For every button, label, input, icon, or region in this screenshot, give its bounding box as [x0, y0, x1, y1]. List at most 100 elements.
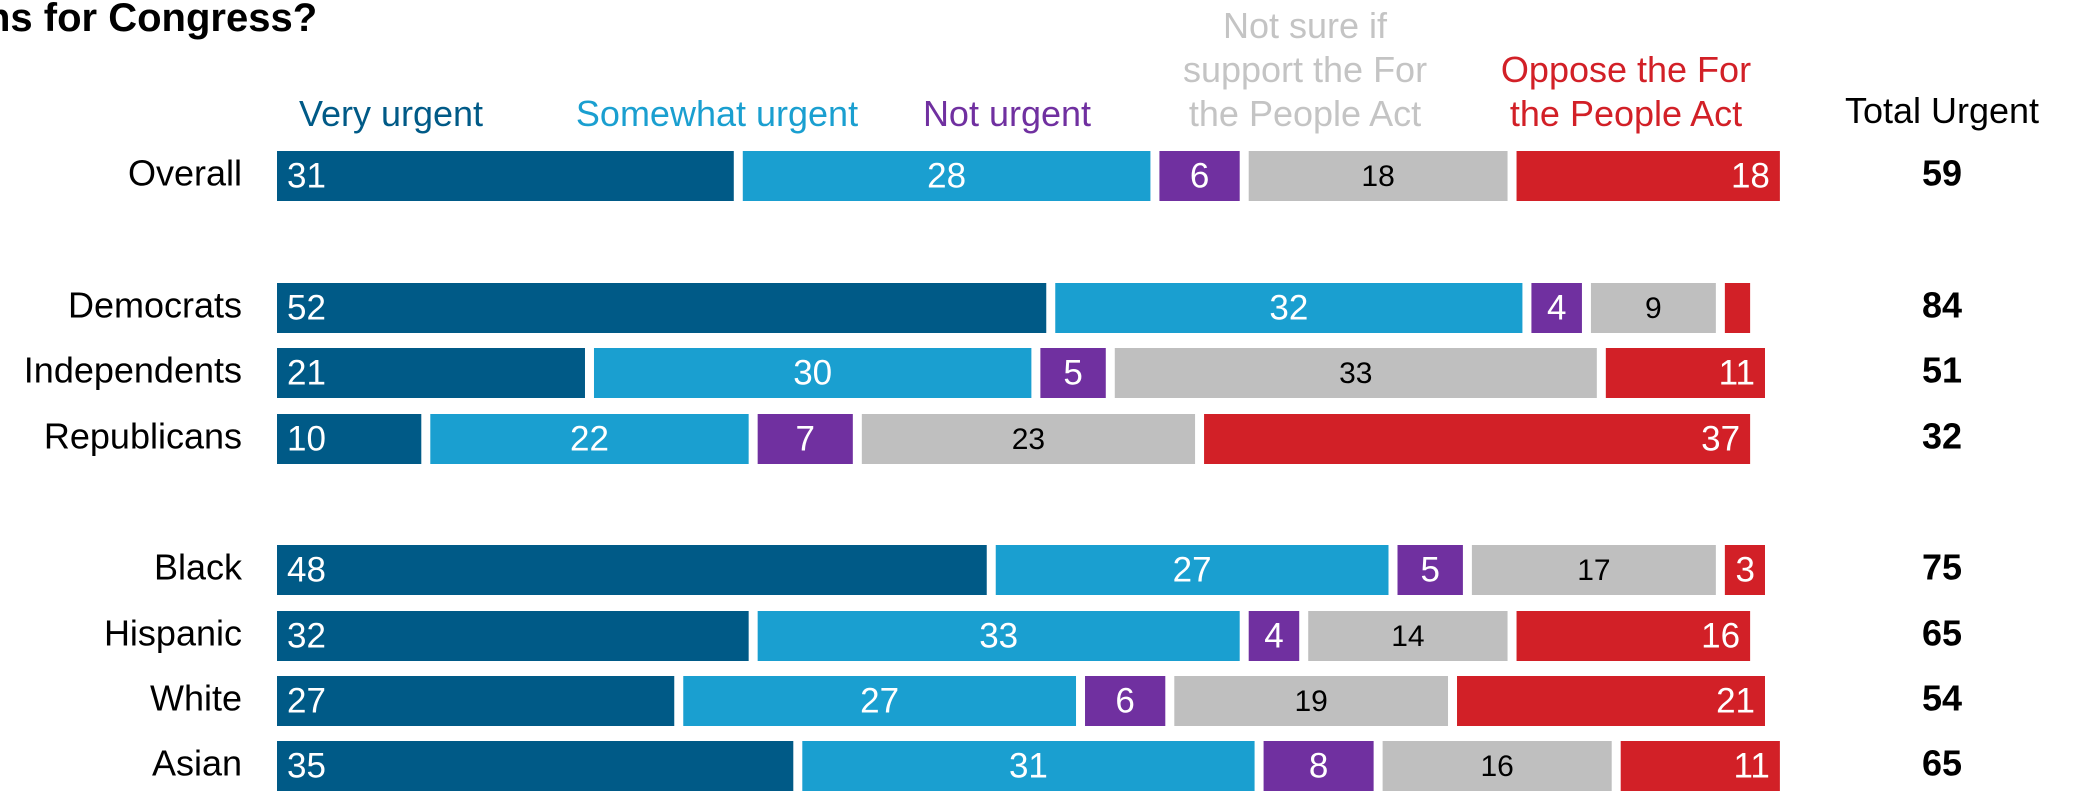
bar-segment [277, 676, 675, 726]
y-tick-label: Republicans [44, 416, 242, 457]
bar-segment [277, 283, 1047, 333]
bar-segment [277, 151, 734, 201]
value-label: 4 [1547, 288, 1566, 327]
bar-segment [1724, 545, 1765, 595]
value-label: 48 [287, 550, 326, 589]
bar-segment [1085, 676, 1166, 726]
bar-segment [593, 348, 1032, 398]
bar-segment [1531, 283, 1582, 333]
bar-segment [277, 741, 794, 791]
value-label: 7 [796, 419, 815, 458]
chart-title: ns for Congress? [0, 0, 318, 40]
value-label: 16 [1480, 750, 1513, 783]
value-label: 22 [570, 419, 609, 458]
bar-segment [1308, 611, 1508, 661]
y-tick-label: White [150, 678, 242, 719]
y-tick-label: Overall [128, 153, 242, 194]
value-label: 5 [1063, 353, 1082, 392]
total-value: 32 [1922, 416, 1962, 457]
legend-entry: Very urgent [298, 93, 484, 134]
total-value: 65 [1922, 613, 1962, 654]
value-label: 18 [1731, 156, 1770, 195]
bar-segment [1457, 676, 1765, 726]
total-value: 54 [1922, 678, 1962, 719]
bar-segment [277, 545, 987, 595]
bar-segment [1590, 283, 1716, 333]
value-label: 11 [1734, 746, 1770, 785]
bar-segment [802, 741, 1255, 791]
bar-segment [1724, 283, 1751, 333]
value-label: 17 [1577, 554, 1610, 587]
value-label: 31 [1009, 746, 1048, 785]
total-value: 65 [1922, 743, 1962, 784]
value-label: 32 [1269, 288, 1308, 327]
bar-segment [1114, 348, 1597, 398]
value-label: 18 [1361, 160, 1394, 193]
value-label: 5 [1420, 550, 1439, 589]
value-label: 6 [1190, 156, 1209, 195]
value-label: 28 [927, 156, 966, 195]
bar-segment [1605, 348, 1765, 398]
bar-segment [1263, 741, 1374, 791]
value-label: 21 [287, 353, 326, 392]
bar-segment [1159, 151, 1240, 201]
value-label: 6 [1115, 681, 1134, 720]
y-tick-label: Asian [152, 743, 242, 784]
value-label: 16 [1701, 616, 1740, 655]
value-label: 35 [287, 746, 326, 785]
value-label: 27 [1173, 550, 1212, 589]
bar-segment [1040, 348, 1106, 398]
y-tick-label: Hispanic [104, 613, 242, 654]
value-label: 11 [1719, 353, 1755, 392]
value-label: 14 [1391, 620, 1424, 653]
legend-entry: Oppose the For the People Act [1500, 49, 1752, 134]
total-value: 84 [1922, 285, 1962, 326]
value-label: 27 [287, 681, 326, 720]
bar-segment [1382, 741, 1612, 791]
bar-segment [277, 414, 422, 464]
bar-segment [1248, 151, 1508, 201]
value-label: 3 [1736, 550, 1755, 589]
total-value: 59 [1922, 153, 1962, 194]
bar-segment [1055, 283, 1523, 333]
value-label: 23 [1012, 423, 1045, 456]
y-tick-label: Democrats [68, 285, 242, 326]
bar-segment [1204, 414, 1751, 464]
value-label: 21 [1716, 681, 1755, 720]
legend-entry: Not urgent [922, 93, 1092, 134]
value-label: 30 [793, 353, 832, 392]
bar-segment [1516, 611, 1751, 661]
bar-segment [277, 611, 749, 661]
y-tick-label: Independents [24, 350, 242, 391]
value-label: 19 [1294, 685, 1327, 718]
value-label: 32 [287, 616, 326, 655]
y-tick-label: Black [154, 547, 243, 588]
total-header: Total Urgent [1844, 90, 2040, 131]
total-value: 51 [1922, 350, 1962, 391]
bar-segment [861, 414, 1196, 464]
bar-segment [1620, 741, 1780, 791]
value-label: 10 [287, 419, 326, 458]
bar-segment [757, 414, 853, 464]
bar-segment [995, 545, 1389, 595]
value-label: 37 [1701, 419, 1740, 458]
value-label: 52 [287, 288, 326, 327]
bar-segment [1516, 151, 1780, 201]
bar-segment [757, 611, 1240, 661]
bar-segment [430, 414, 749, 464]
bar-segment [277, 348, 585, 398]
legend-entry: Not sure if support the For the People A… [1182, 5, 1428, 134]
value-label: 27 [860, 681, 899, 720]
bar-segment [683, 676, 1077, 726]
value-label: 33 [979, 616, 1018, 655]
value-label: 8 [1309, 746, 1328, 785]
value-label: 4 [1264, 616, 1283, 655]
value-label: 33 [1339, 357, 1372, 390]
legend-entry: Somewhat urgent [575, 93, 859, 134]
bar-segment [1174, 676, 1449, 726]
bar-segment [1471, 545, 1716, 595]
bar-segment [1248, 611, 1300, 661]
value-label: 31 [287, 156, 326, 195]
